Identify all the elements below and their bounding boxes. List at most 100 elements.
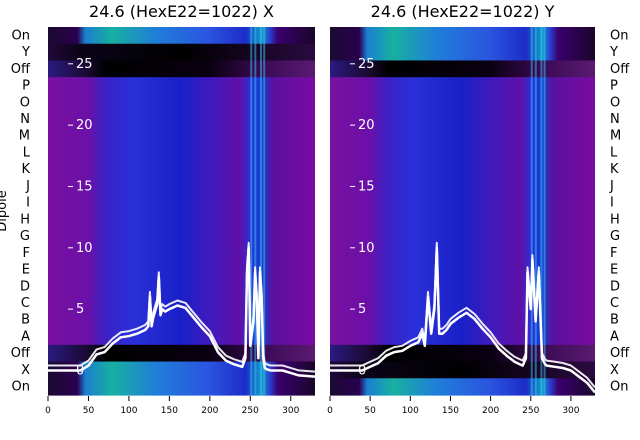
row-label: I bbox=[610, 196, 614, 211]
overlay-tick-label: 25 bbox=[358, 57, 375, 72]
heatmap-row-b bbox=[48, 311, 315, 329]
heatmap-row-off bbox=[330, 344, 595, 363]
streak bbox=[530, 27, 533, 395]
x-tick-label: 250 bbox=[242, 406, 259, 416]
heatmap-row-on bbox=[48, 27, 315, 45]
row-label: Y bbox=[21, 45, 30, 60]
row-label: M bbox=[19, 129, 30, 144]
x-tick-label: 250 bbox=[522, 406, 539, 416]
heatmap-row-on bbox=[48, 378, 315, 396]
x-tick-label: 150 bbox=[161, 406, 178, 416]
row-label: K bbox=[610, 162, 619, 177]
streak bbox=[534, 27, 537, 395]
heatmap-row-off bbox=[48, 60, 315, 78]
heatmap-row-n bbox=[48, 110, 315, 128]
heatmap-row-o bbox=[330, 93, 595, 112]
heatmap-row-off bbox=[48, 344, 315, 363]
heatmap-row-c bbox=[48, 294, 315, 312]
heatmap bbox=[330, 27, 595, 396]
row-label: O bbox=[610, 95, 620, 110]
row-label: D bbox=[610, 279, 620, 294]
heatmap-row-m bbox=[48, 127, 315, 145]
row-label: P bbox=[610, 79, 618, 94]
streak bbox=[540, 27, 543, 395]
row-label: D bbox=[20, 279, 30, 294]
row-label: B bbox=[610, 313, 619, 328]
heatmap-row-h bbox=[48, 211, 315, 229]
x-tick-label: 0 bbox=[327, 406, 333, 416]
chart-title: 24.6 (HexE22=1022) X bbox=[89, 2, 274, 21]
row-label: L bbox=[23, 145, 31, 160]
x-tick-label: 150 bbox=[442, 406, 459, 416]
row-label: On bbox=[610, 28, 628, 43]
row-label: A bbox=[610, 329, 619, 344]
heatmap-row-j bbox=[330, 177, 595, 195]
heatmap-row-g bbox=[48, 227, 315, 246]
streak bbox=[250, 27, 253, 395]
heatmap-row-p bbox=[48, 77, 315, 95]
row-label: Off bbox=[11, 346, 31, 361]
heatmap-row-x bbox=[48, 361, 315, 379]
row-label: Off bbox=[11, 62, 31, 77]
x-tick-label: 300 bbox=[562, 406, 579, 416]
heatmap-row-p bbox=[330, 77, 595, 95]
heatmap-row-off bbox=[330, 60, 595, 78]
overlay-tick-label: 25 bbox=[76, 57, 93, 72]
row-label: Off bbox=[610, 62, 630, 77]
overlay-tick-label: 5 bbox=[358, 302, 366, 317]
heatmap-row-l bbox=[330, 144, 595, 162]
row-label: I bbox=[26, 196, 30, 211]
heatmap-row-x bbox=[330, 361, 595, 379]
heatmap-row-h bbox=[330, 211, 595, 229]
row-label: A bbox=[21, 329, 30, 344]
x-tick-label: 300 bbox=[282, 406, 299, 416]
row-label: H bbox=[610, 212, 620, 227]
x-tick-label: 100 bbox=[402, 406, 419, 416]
row-label: J bbox=[609, 179, 614, 194]
row-label: B bbox=[21, 313, 30, 328]
heatmap-row-k bbox=[48, 160, 315, 179]
chart-title: 24.6 (HexE22=1022) Y bbox=[371, 2, 555, 21]
row-label: O bbox=[20, 95, 30, 110]
heatmap-row-d bbox=[48, 277, 315, 296]
heatmap-row-y bbox=[48, 43, 315, 62]
row-label: F bbox=[23, 246, 30, 261]
row-label: Y bbox=[609, 45, 618, 60]
overlay-tick-label: 10 bbox=[358, 241, 375, 256]
row-label: H bbox=[20, 212, 30, 227]
row-label: M bbox=[610, 129, 621, 144]
row-label: P bbox=[22, 79, 30, 94]
overlay-line-upper bbox=[48, 241, 316, 373]
heatmap-row-i bbox=[330, 194, 595, 212]
heatmap-row-on bbox=[330, 378, 595, 396]
row-label: On bbox=[610, 380, 628, 395]
heatmap-row-e bbox=[48, 261, 315, 279]
row-label: J bbox=[25, 179, 30, 194]
x-tick-label: 200 bbox=[482, 406, 499, 416]
heatmap-row-m bbox=[330, 127, 595, 145]
heatmap-row-b bbox=[330, 311, 595, 329]
x-tick-label: 200 bbox=[201, 406, 218, 416]
overlay-line-upper bbox=[330, 241, 596, 389]
row-label: E bbox=[610, 263, 618, 278]
overlay-line bbox=[330, 246, 596, 394]
streak bbox=[259, 27, 262, 395]
overlay-tick-label: 15 bbox=[76, 179, 93, 194]
heatmap-row-n bbox=[330, 110, 595, 128]
heatmap-row-l bbox=[48, 144, 315, 162]
heatmap-row-f bbox=[330, 244, 595, 262]
row-label: L bbox=[610, 145, 618, 160]
overlay-tick-label: 10 bbox=[76, 241, 93, 256]
heatmap-row-g bbox=[330, 227, 595, 246]
overlay-tick-label: 20 bbox=[358, 118, 375, 133]
y-axis-label: Dipole bbox=[0, 190, 10, 231]
heatmap-row-a bbox=[330, 328, 595, 346]
row-label: X bbox=[21, 363, 30, 378]
heatmap-row-e bbox=[330, 261, 595, 279]
row-label: C bbox=[21, 296, 30, 311]
heatmap-row-on bbox=[330, 27, 595, 45]
overlay-tick-label: 15 bbox=[358, 179, 375, 194]
streak bbox=[263, 27, 266, 395]
row-label: On bbox=[12, 28, 30, 43]
